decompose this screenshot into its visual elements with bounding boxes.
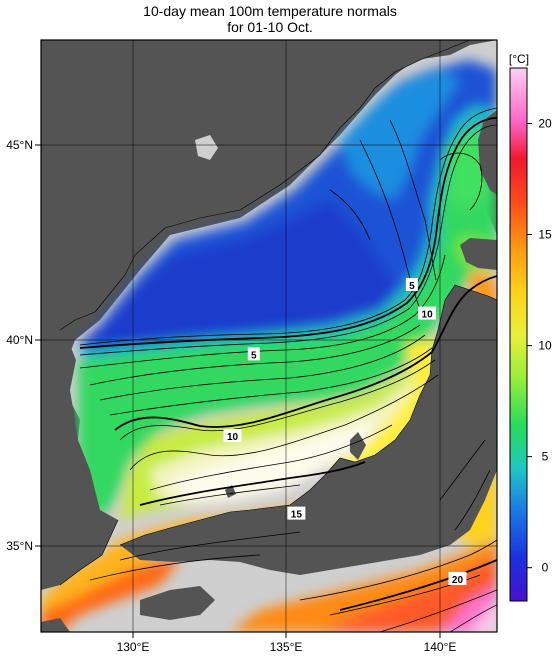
colorbar-ticks: 0 5 10 15 20 (527, 117, 552, 575)
contour-label-box (448, 571, 467, 585)
contour-lines (79, 107, 497, 632)
colorbar-tick-label: 5 (542, 450, 549, 464)
axis-ticks (35, 144, 441, 638)
land-korea (41, 330, 118, 590)
colorbar-tick-label: 15 (538, 228, 552, 242)
contour-label: 5 (405, 277, 418, 292)
contour-labels: 5 10 15 5 10 20 (223, 277, 467, 586)
colorbar-tick-label: 10 (538, 339, 552, 353)
colorbar-unit: [°C] (509, 52, 529, 66)
map-area: 5 10 15 5 10 20 (41, 40, 497, 632)
land-sakhalin (478, 40, 497, 195)
contour-label-text: 5 (251, 350, 257, 361)
graticule (41, 40, 497, 632)
land-shikoku (140, 586, 215, 620)
map-title-line-2: for 01-10 Oct. (227, 19, 313, 35)
contour-label-box (247, 347, 260, 361)
contour-label-box (223, 429, 242, 443)
contour-label-text: 5 (409, 281, 415, 292)
contour-label-box (418, 306, 437, 320)
contour-label-text: 20 (452, 575, 464, 586)
island-shelf (195, 135, 218, 160)
map-title-line-1: 10-day mean 100m temperature normals (143, 3, 397, 19)
colorbar-gradient (509, 67, 528, 602)
colorbar: [°C] 0 5 10 15 20 (509, 52, 552, 602)
contour-label: 10 (418, 306, 437, 321)
island-sado (350, 432, 366, 460)
colorbar-tick-label: 0 (542, 561, 549, 575)
y-tick-label-45n: 45°N (6, 138, 33, 152)
x-tick-label-135e: 135°E (270, 640, 303, 654)
coastline (59, 40, 497, 586)
contour-label: 20 (448, 571, 467, 586)
contour-label: 10 (223, 429, 242, 443)
y-tick-label-35n: 35°N (6, 539, 33, 553)
land-asia (41, 40, 470, 330)
map-frame (40, 39, 498, 633)
contour-label-text: 10 (422, 310, 434, 321)
colorbar-tick-label: 20 (538, 117, 552, 131)
y-tick-label-40n: 40°N (6, 333, 33, 347)
land-honshu (120, 285, 497, 575)
contour-label: 5 (247, 347, 260, 361)
contour-label: 15 (287, 506, 306, 521)
x-tick-label-130e: 130°E (117, 640, 150, 654)
contour-label-box (287, 506, 306, 520)
contour-label-text: 10 (227, 432, 239, 443)
land-hokkaido (460, 238, 497, 270)
contour-label-box (405, 277, 418, 291)
x-tick-label-140e: 140°E (424, 640, 457, 654)
contour-label-text: 15 (291, 510, 303, 521)
land-kyushu (41, 618, 70, 632)
